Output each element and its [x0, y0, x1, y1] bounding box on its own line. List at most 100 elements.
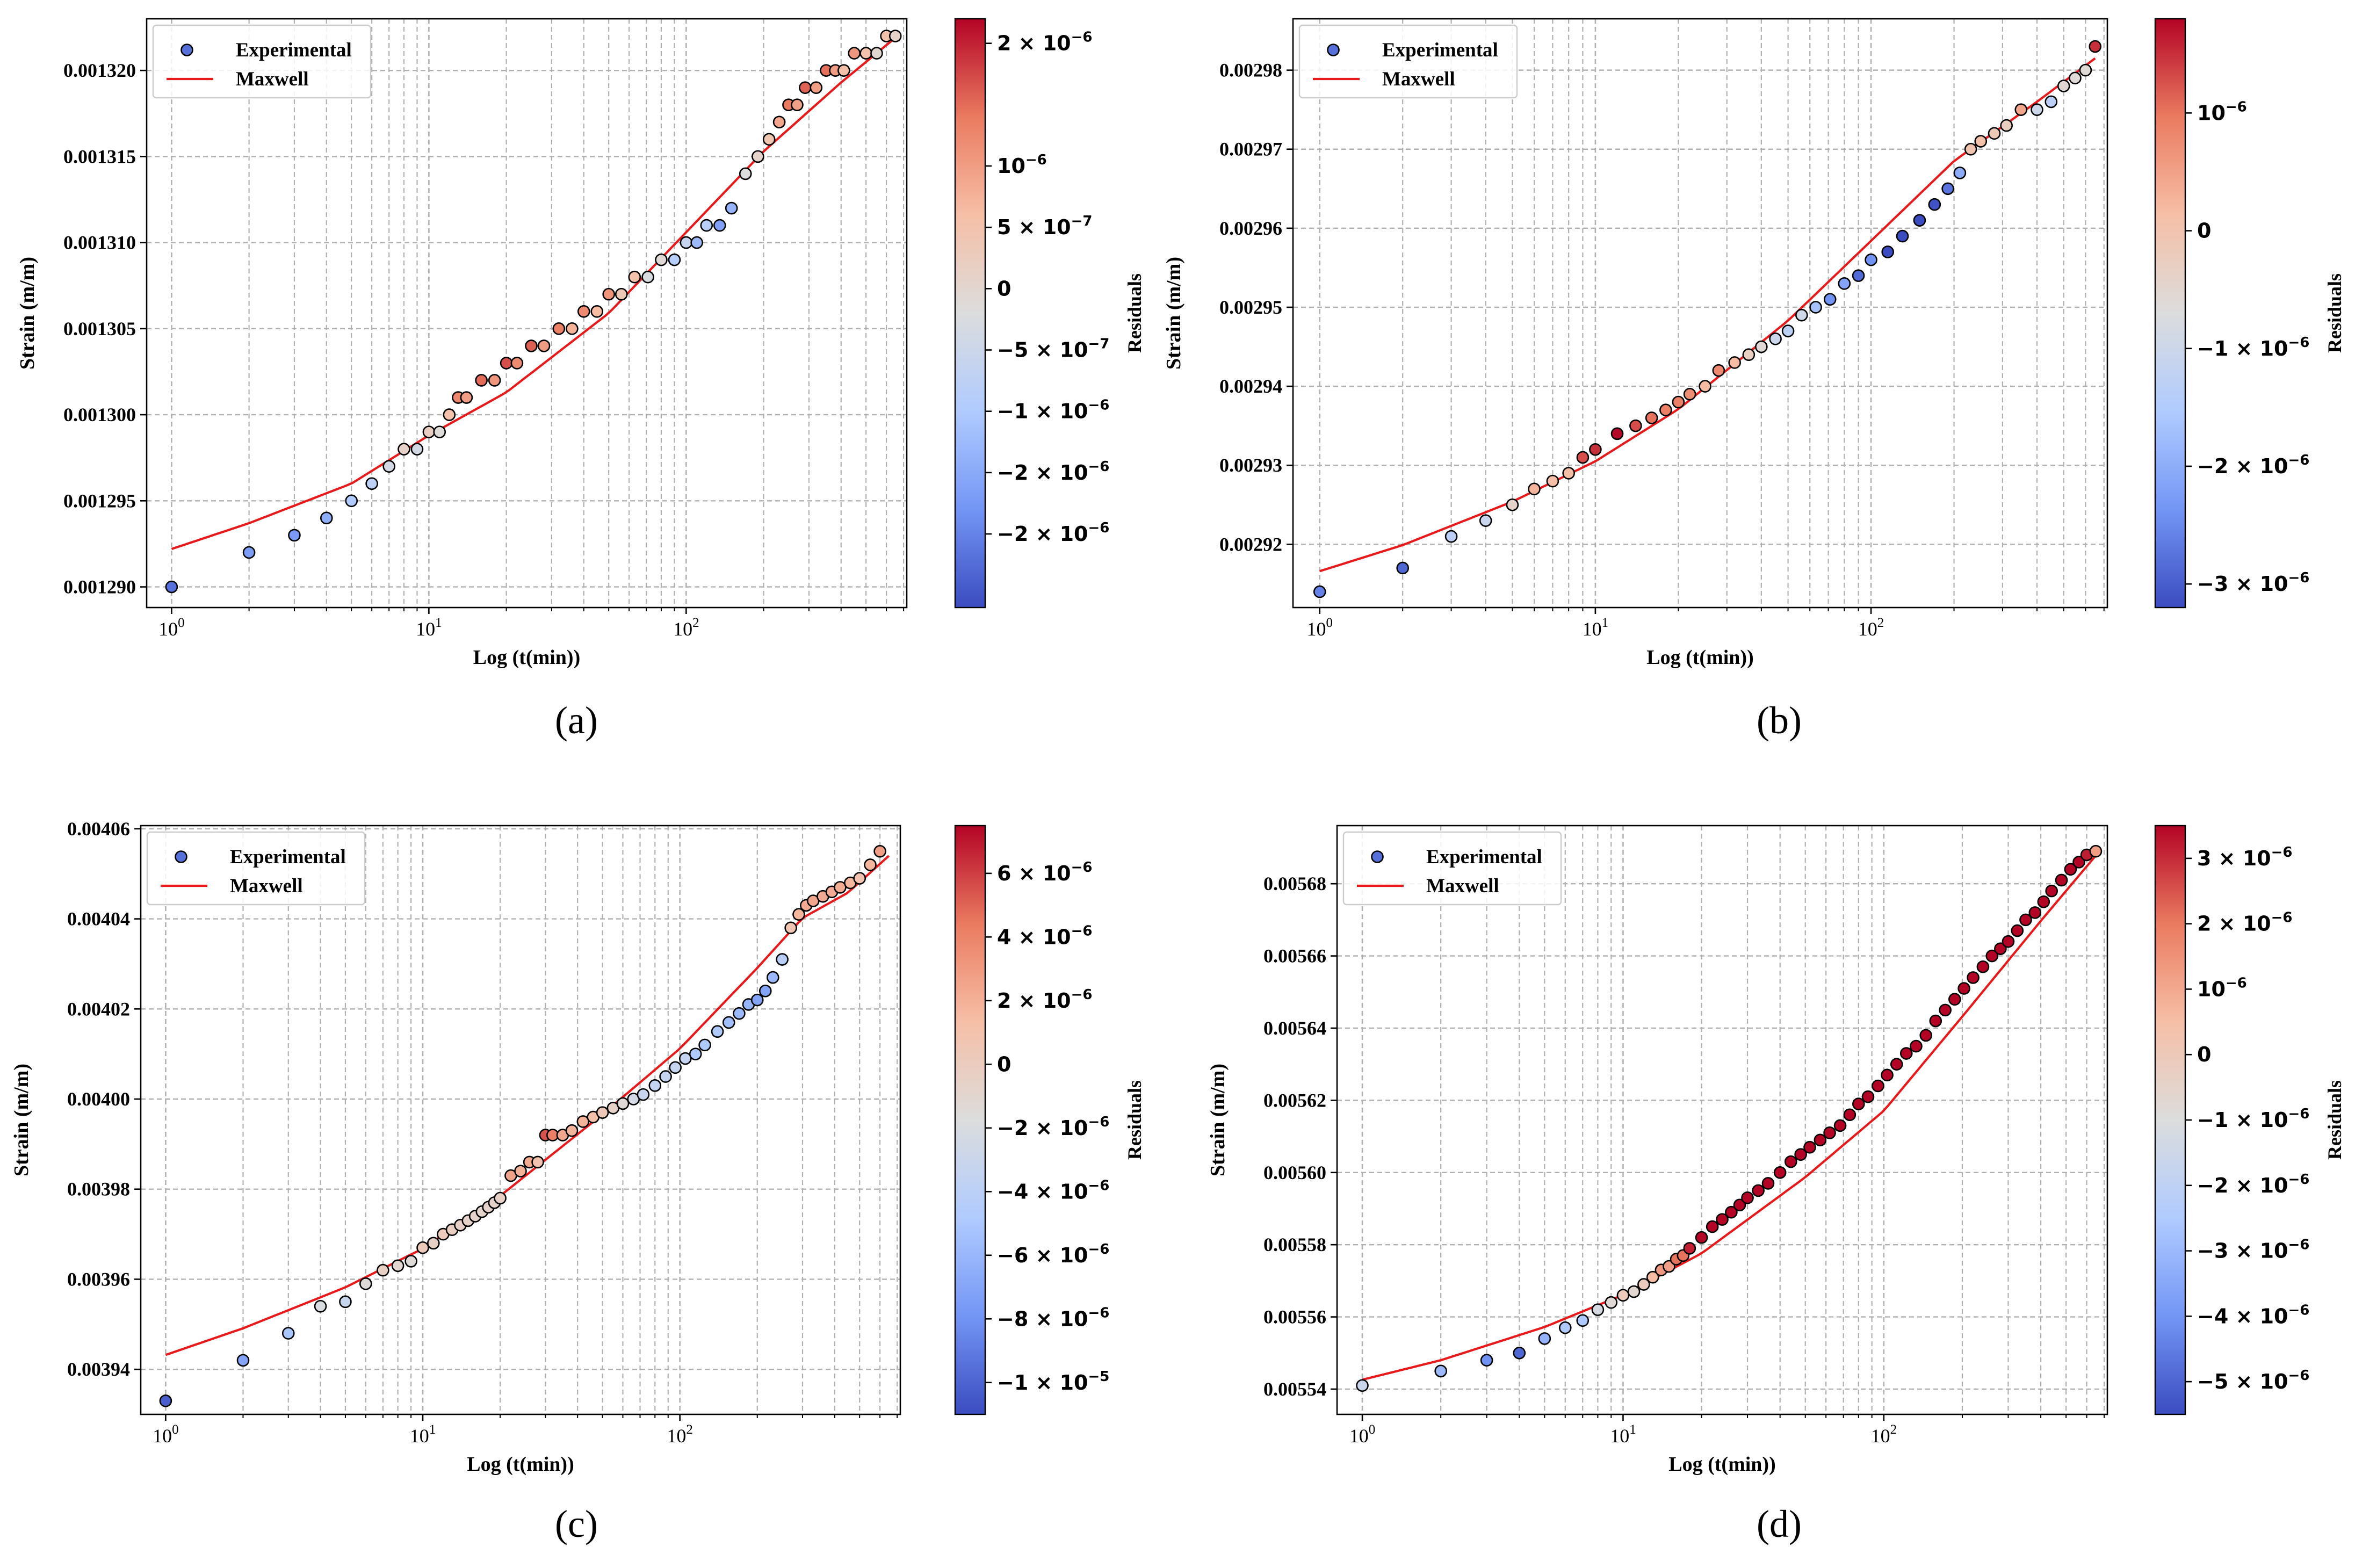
data-point: [577, 305, 590, 318]
data-point: [2069, 71, 2082, 85]
data-point: [698, 1038, 711, 1052]
x-tick-label: 100: [153, 1422, 179, 1447]
data-point: [1881, 245, 1894, 258]
data-point: [1589, 443, 1602, 456]
data-point: [1784, 1155, 1797, 1168]
y-tick-label: 0.001300: [63, 404, 136, 425]
data-point: [1610, 427, 1624, 440]
y-axis-label: Strain (m/m): [16, 257, 39, 370]
colorbar-tick-coef: 0: [997, 277, 1011, 300]
colorbar-tick-label: 6 × 10−6: [997, 859, 1093, 885]
grid: [1337, 826, 2107, 1414]
experimental-points: [165, 30, 902, 594]
data-point: [713, 219, 726, 232]
x-tick-exponent: 1: [1629, 1422, 1636, 1437]
panel-caption: (b): [1757, 699, 1802, 742]
panel-caption: (a): [555, 699, 598, 742]
legend: Experimental Maxwell: [1342, 831, 1562, 906]
data-point: [1929, 1014, 1942, 1028]
data-point: [1752, 1184, 1765, 1197]
colorbar-tick-label: 0: [2197, 219, 2211, 243]
data-point: [1699, 380, 1711, 393]
data-point: [494, 1191, 507, 1205]
x-tick-label: 101: [1583, 616, 1609, 640]
legend-label-experimental: Experimental: [230, 846, 346, 868]
data-point: [1434, 1364, 1447, 1378]
colorbar-tick-coef: 2 × 10: [2197, 912, 2271, 936]
data-point: [733, 1007, 746, 1020]
data-point: [864, 858, 877, 871]
data-point: [288, 529, 301, 542]
colorbar-tick-coef: 10: [2197, 101, 2226, 125]
data-point: [1865, 253, 1877, 266]
maxwell-fit-line: [165, 855, 890, 1356]
panel-caption: (c): [555, 1502, 598, 1545]
colorbar-tick-label: −2 × 10−6: [997, 1114, 1109, 1140]
colorbar: 10−60−1 × 10−6−2 × 10−6−3 × 10−6Residual…: [2154, 18, 2345, 609]
data-point: [1716, 1213, 1729, 1226]
data-point: [648, 1079, 662, 1092]
data-point: [1605, 1296, 1618, 1309]
data-point: [320, 511, 333, 525]
y-tick-label: 0.001305: [63, 318, 136, 339]
legend: Experimental Maxwell: [146, 831, 366, 906]
data-point: [750, 993, 764, 1007]
data-point: [1576, 1314, 1590, 1327]
colorbar-tick-exponent: −6: [2288, 1106, 2309, 1122]
data-point: [853, 872, 866, 885]
data-point: [615, 287, 628, 301]
data-point: [1629, 419, 1642, 432]
data-point: [1913, 214, 1926, 227]
colorbar-tick-coef: 0: [997, 1052, 1011, 1076]
data-point: [1861, 1090, 1875, 1103]
x-tick-base: 10: [153, 1425, 172, 1447]
data-point: [722, 1016, 735, 1029]
y-axis-label: Strain (m/m): [1162, 257, 1185, 370]
colorbar-tick-label: −4 × 10−6: [997, 1177, 1109, 1203]
data-point: [848, 47, 861, 60]
legend-label-maxwell: Maxwell: [1426, 875, 1499, 897]
colorbar-tick-coef: −1 × 10: [997, 1371, 1088, 1394]
colorbar-tick-exponent: −6: [2288, 1368, 2309, 1384]
data-point: [1672, 395, 1685, 409]
x-tick-base: 10: [1349, 1425, 1369, 1447]
colorbar-tick-exponent: −6: [2271, 910, 2293, 926]
x-axis-label: Log (t(min)): [1646, 646, 1753, 669]
legend: Experimental Maxwell: [152, 24, 372, 99]
colorbar-tick-coef: 5 × 10: [997, 215, 1071, 239]
data-point: [1899, 1047, 1913, 1060]
y-tick-label: 0.00292: [1219, 533, 1282, 555]
data-point: [888, 30, 902, 42]
data-point: [2011, 924, 2024, 937]
data-point: [433, 425, 446, 438]
colorbar-tick-label: 10−6: [2197, 975, 2247, 1001]
data-point: [566, 322, 579, 335]
x-tick-exponent: 0: [1326, 616, 1333, 630]
y-tick-label: 0.00554: [1263, 1378, 1326, 1400]
x-tick-exponent: 1: [429, 1422, 436, 1437]
colorbar-tick-coef: −3 × 10: [2197, 1239, 2288, 1263]
x-axis-label: Log (t(min)): [467, 1453, 574, 1476]
colorbar-tick-exponent: −6: [2288, 1302, 2309, 1318]
data-point: [1728, 356, 1741, 369]
data-point: [514, 1165, 527, 1177]
data-point: [475, 374, 488, 387]
data-point: [410, 443, 424, 456]
data-point: [870, 47, 883, 60]
data-point: [1967, 971, 1980, 984]
data-point: [1948, 993, 1961, 1006]
data-point: [1695, 1231, 1708, 1244]
x-axis-label: Log (t(min)): [473, 646, 580, 669]
data-point: [637, 1088, 650, 1101]
data-point: [655, 253, 668, 266]
data-point: [776, 953, 789, 966]
data-point: [689, 1047, 702, 1060]
data-point: [1803, 1140, 1816, 1154]
colorbar-tick-label: −2 × 10−6: [2197, 452, 2309, 478]
colorbar-tick-label: 2 × 10−6: [997, 987, 1093, 1013]
colorbar-tick-coef: −5 × 10: [997, 338, 1088, 362]
colorbar-tick-exponent: −7: [1088, 336, 1109, 352]
colorbar-tick-label: 0: [997, 1052, 1011, 1076]
colorbar-tick-coef: −2 × 10: [2197, 1174, 2288, 1197]
data-point: [391, 1259, 404, 1273]
